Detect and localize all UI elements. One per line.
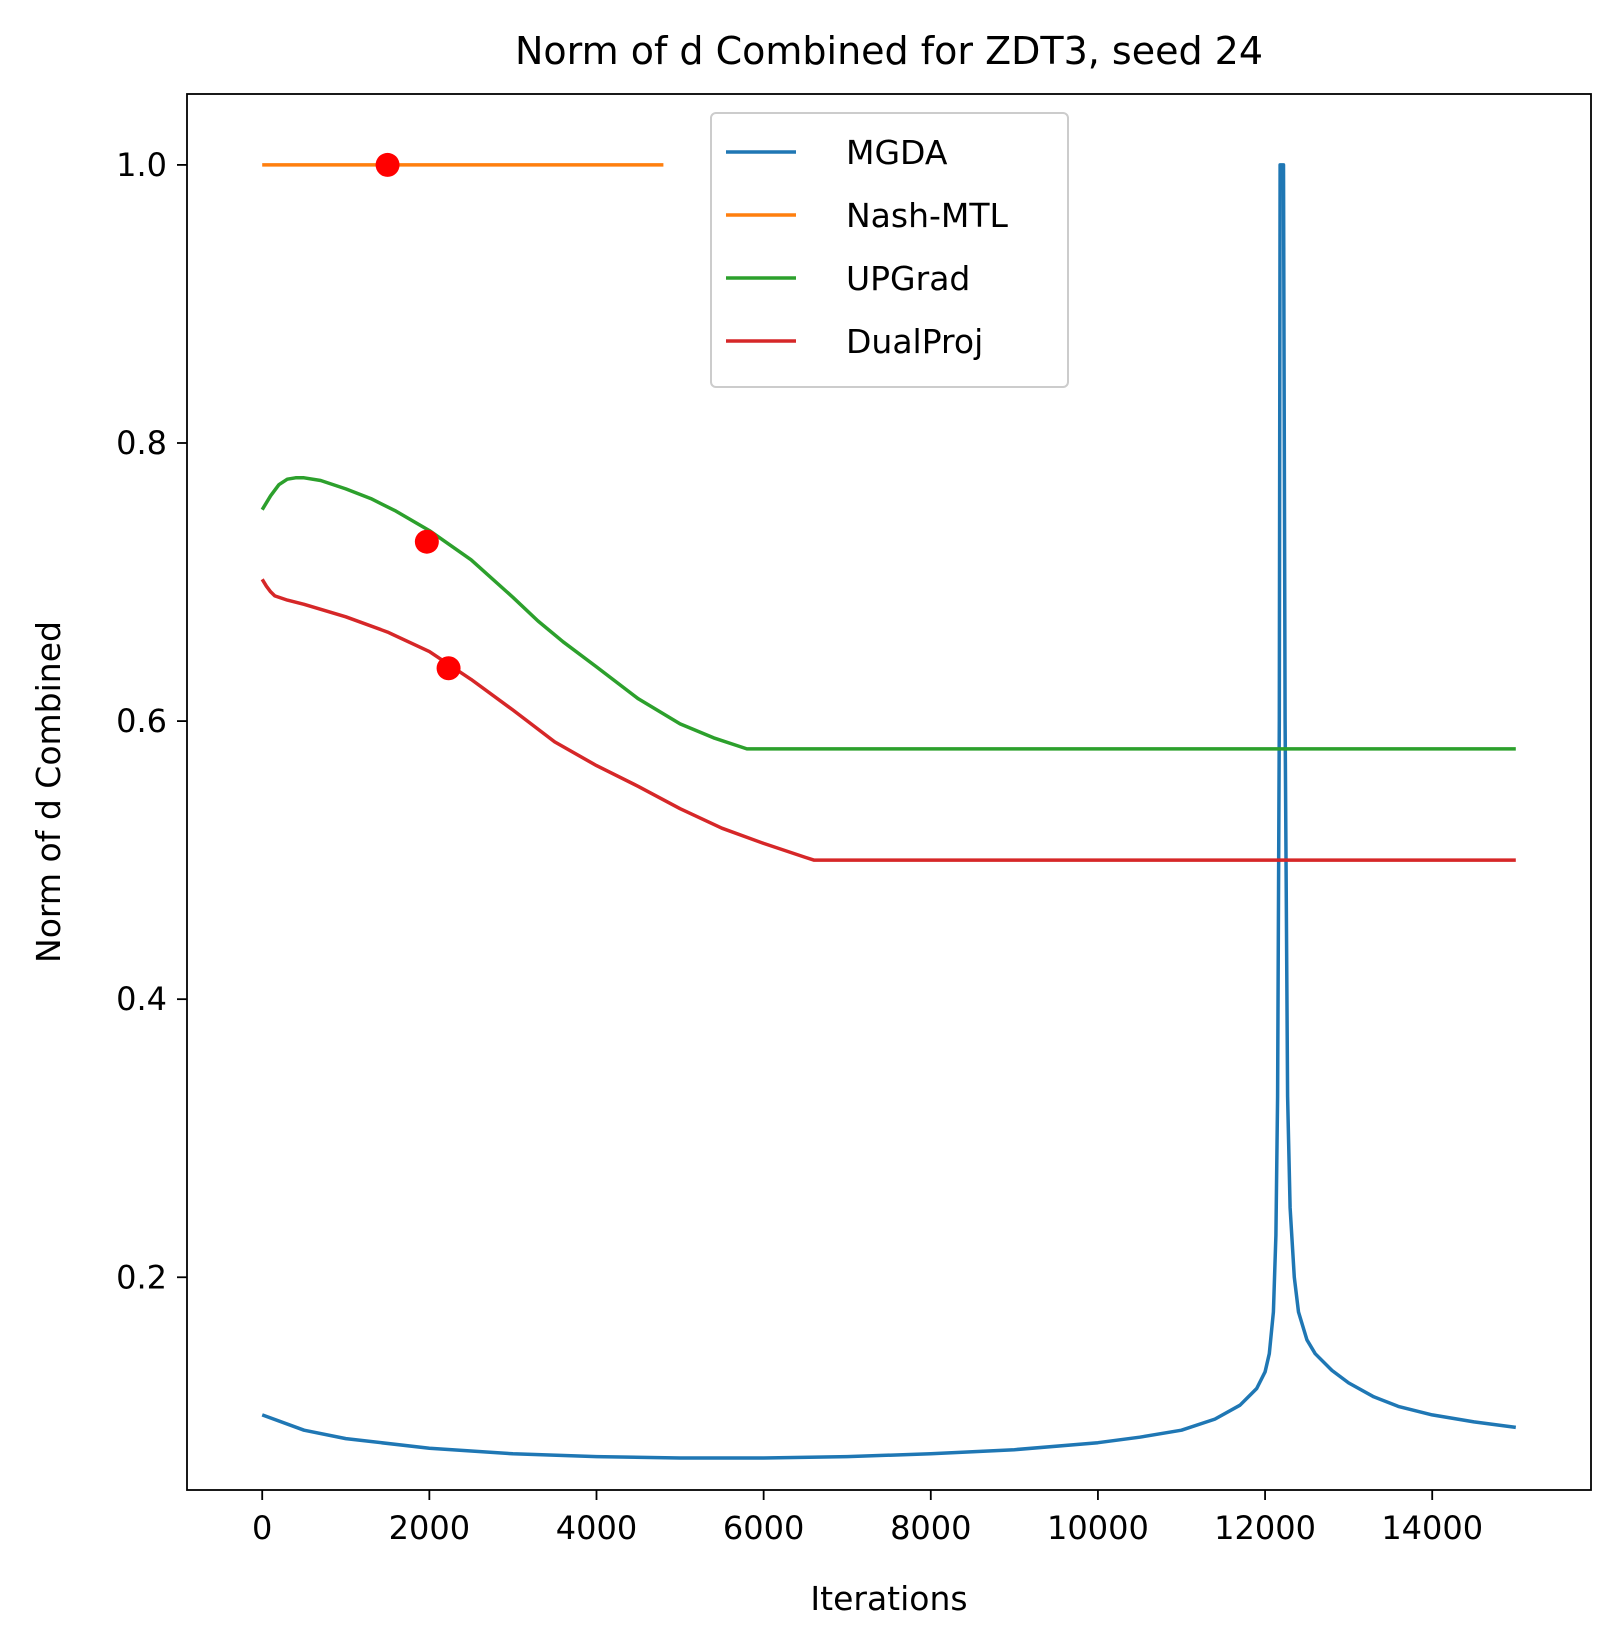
y-tick-label: 1.0 <box>116 146 167 184</box>
x-tick-label: 8000 <box>890 1509 971 1547</box>
x-tick-label: 6000 <box>723 1509 804 1547</box>
series-line-mgda <box>261 163 1517 1460</box>
y-axis-ticks: 0.2 0.4 0.6 0.8 1.0 <box>116 146 187 1296</box>
x-tick-label: 2000 <box>389 1509 470 1547</box>
y-axis-label: Norm of d Combined <box>29 621 68 963</box>
marker-nash-mtl <box>375 152 400 177</box>
legend-label-upgrad: UPGrad <box>846 259 970 298</box>
x-tick-label: 12000 <box>1214 1509 1316 1547</box>
plot-markers <box>375 152 461 681</box>
x-tick-label: 14000 <box>1381 1509 1483 1547</box>
y-tick-label: 0.2 <box>116 1258 167 1296</box>
x-axis-ticks: 0 2000 4000 6000 8000 10000 12000 14000 <box>252 1490 1483 1547</box>
series-line-upgrad <box>260 476 1516 751</box>
chart-title: Norm of d Combined for ZDT3, seed 24 <box>515 29 1263 73</box>
marker-upgrad <box>414 529 439 554</box>
y-tick-label: 0.8 <box>116 424 167 462</box>
legend-label-nash-mtl: Nash-MTL <box>846 196 1009 235</box>
x-tick-label: 0 <box>252 1509 272 1547</box>
x-axis-label: Iterations <box>810 1579 967 1618</box>
series-line-dualproj <box>260 578 1516 862</box>
legend-label-dualproj: DualProj <box>846 322 983 361</box>
legend: MGDA Nash-MTL UPGrad DualProj <box>710 112 1069 388</box>
y-tick-label: 0.6 <box>116 702 167 740</box>
plot-series <box>260 163 1517 1460</box>
x-tick-label: 4000 <box>556 1509 637 1547</box>
legend-box <box>710 112 1069 388</box>
y-tick-label: 0.4 <box>116 980 167 1018</box>
x-tick-label: 10000 <box>1047 1509 1149 1547</box>
plot-frame <box>186 93 1592 1491</box>
legend-label-mgda: MGDA <box>846 133 948 172</box>
marker-dualproj <box>436 656 461 681</box>
